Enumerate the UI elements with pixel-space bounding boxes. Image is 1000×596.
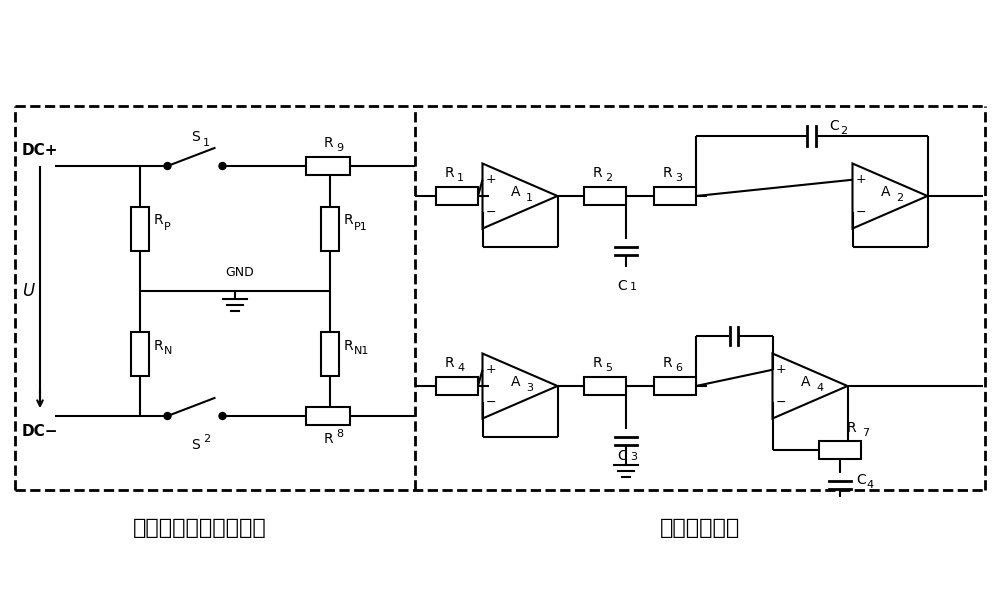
- Text: P: P: [164, 222, 171, 231]
- Text: −: −: [485, 396, 496, 409]
- Text: 电压调理电路: 电压调理电路: [660, 518, 740, 538]
- Bar: [321, 331, 339, 375]
- Bar: [306, 407, 350, 425]
- Text: U: U: [22, 282, 34, 300]
- Text: −: −: [775, 396, 786, 409]
- Text: C: C: [856, 473, 866, 488]
- Text: 5: 5: [605, 363, 612, 373]
- Text: −: −: [485, 206, 496, 219]
- Text: 兵兵式变阵抗桥式电路: 兵兵式变阵抗桥式电路: [133, 518, 267, 538]
- Bar: [321, 206, 339, 250]
- Text: 8: 8: [336, 429, 343, 439]
- Bar: [584, 377, 626, 395]
- Bar: [436, 377, 478, 395]
- Text: 1: 1: [203, 138, 210, 148]
- Text: 9: 9: [336, 143, 343, 153]
- Text: 1: 1: [457, 173, 464, 183]
- Text: N1: N1: [354, 346, 369, 356]
- Text: 4: 4: [457, 363, 464, 373]
- Text: 3: 3: [630, 452, 637, 462]
- Text: A: A: [801, 375, 811, 389]
- Text: 4: 4: [816, 383, 823, 393]
- Text: R: R: [662, 166, 672, 180]
- Circle shape: [164, 163, 171, 169]
- Text: A: A: [881, 185, 891, 199]
- Text: R: R: [592, 166, 602, 180]
- Bar: [131, 331, 149, 375]
- Text: R: R: [444, 166, 454, 180]
- Bar: [654, 377, 696, 395]
- Text: R: R: [444, 356, 454, 370]
- Text: R: R: [662, 356, 672, 370]
- Circle shape: [164, 412, 171, 420]
- Text: S: S: [191, 130, 199, 144]
- Text: R: R: [323, 136, 333, 150]
- Text: R: R: [592, 356, 602, 370]
- Text: 7: 7: [862, 429, 869, 439]
- Circle shape: [219, 163, 226, 169]
- Text: R: R: [344, 213, 354, 228]
- Text: R: R: [323, 432, 333, 446]
- Text: 2: 2: [203, 434, 210, 444]
- Text: 3: 3: [526, 383, 533, 393]
- Text: 2: 2: [605, 173, 612, 183]
- Bar: [131, 206, 149, 250]
- Text: R: R: [344, 339, 354, 352]
- Text: A: A: [511, 185, 521, 199]
- Text: 1: 1: [526, 193, 533, 203]
- Circle shape: [219, 412, 226, 420]
- Text: 2: 2: [896, 193, 903, 203]
- Text: R: R: [846, 421, 856, 436]
- Text: 3: 3: [675, 173, 682, 183]
- Text: 4: 4: [866, 480, 873, 489]
- Text: +: +: [855, 173, 866, 186]
- Text: 1: 1: [630, 282, 637, 292]
- Text: C: C: [617, 279, 627, 293]
- Text: −: −: [855, 206, 866, 219]
- Text: N: N: [164, 346, 172, 356]
- Text: S: S: [191, 438, 199, 452]
- Bar: [584, 187, 626, 205]
- Text: R: R: [154, 213, 164, 228]
- Bar: [819, 440, 861, 458]
- Text: DC−: DC−: [22, 424, 58, 439]
- Text: +: +: [775, 363, 786, 376]
- Bar: [306, 157, 350, 175]
- Text: 2: 2: [840, 126, 847, 135]
- Text: R: R: [154, 339, 164, 352]
- Bar: [436, 187, 478, 205]
- Text: P1: P1: [354, 222, 368, 231]
- Bar: [654, 187, 696, 205]
- Text: GND: GND: [226, 266, 254, 279]
- Text: A: A: [511, 375, 521, 389]
- Text: +: +: [485, 173, 496, 186]
- Text: DC+: DC+: [22, 143, 58, 158]
- Text: +: +: [485, 363, 496, 376]
- Text: 6: 6: [675, 363, 682, 373]
- Text: C: C: [830, 119, 840, 132]
- Text: C: C: [617, 449, 627, 463]
